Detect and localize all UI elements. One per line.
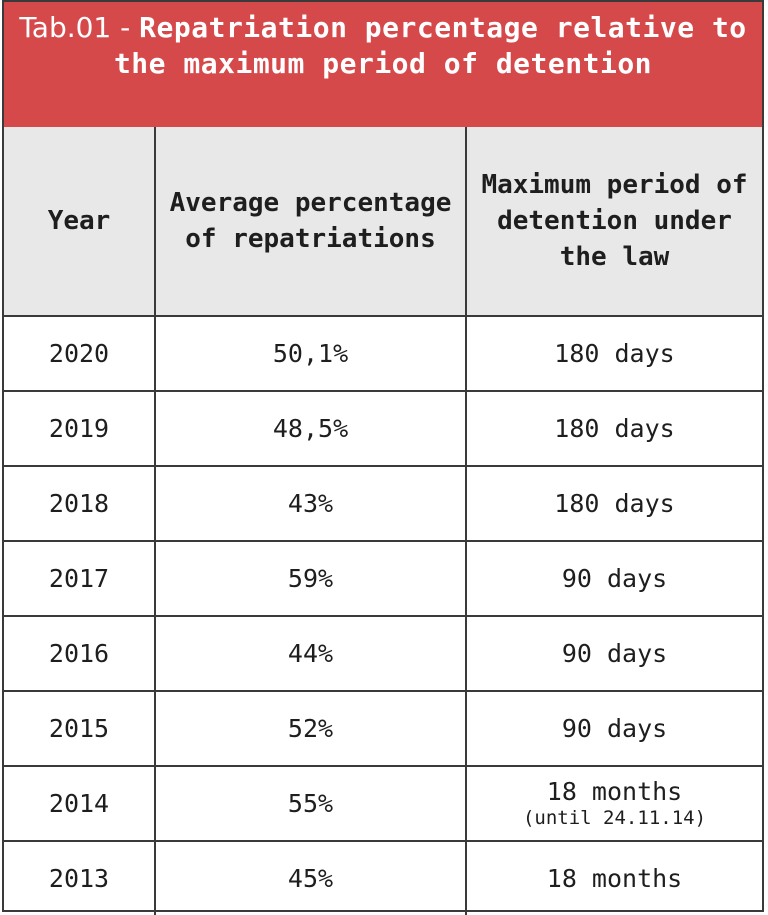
table-row: 2017 59% 90 days	[4, 540, 762, 617]
table-row: 2013 45% 18 months	[4, 840, 762, 915]
table-row: 2016 44% 90 days	[4, 615, 762, 692]
cell-year: 2015	[4, 690, 156, 767]
cell-percentage: 43%	[154, 465, 467, 542]
cell-max-period-value: 18 months	[546, 776, 683, 806]
cell-percentage: 59%	[154, 540, 467, 617]
cell-max-period: 180 days	[465, 390, 762, 467]
table-row: 2018 43% 180 days	[4, 465, 762, 542]
cell-percentage: 44%	[154, 615, 467, 692]
column-header-year: Year	[4, 127, 156, 317]
table-title-prefix: Tab.01 -	[19, 11, 140, 44]
cell-max-period-value: 90 days	[561, 638, 668, 668]
cell-year: 2020	[4, 315, 156, 392]
table-row: 2014 55% 18 months (until 24.11.14)	[4, 765, 762, 842]
cell-year: 2014	[4, 765, 156, 842]
cell-max-period: 18 months (until 24.11.14)	[465, 765, 762, 842]
cell-year: 2018	[4, 465, 156, 542]
table-row: 2015 52% 90 days	[4, 690, 762, 767]
cell-year: 2016	[4, 615, 156, 692]
table-title: Tab.01 - Repatriation percentage relativ…	[4, 2, 762, 129]
cell-max-period: 180 days	[465, 315, 762, 392]
cell-max-period: 18 months	[465, 840, 762, 915]
header-row: Year Average percentage of repatriations…	[4, 127, 762, 317]
cell-percentage: 50,1%	[154, 315, 467, 392]
column-header-max-period: Maximum period of detention under the la…	[465, 127, 762, 317]
cell-max-period-value: 90 days	[561, 713, 668, 743]
cell-max-period-note: (until 24.11.14)	[522, 806, 707, 829]
cell-percentage: 55%	[154, 765, 467, 842]
data-table: Year Average percentage of repatriations…	[4, 127, 762, 915]
cell-percentage: 45%	[154, 840, 467, 915]
cell-max-period: 90 days	[465, 540, 762, 617]
cell-max-period-value: 180 days	[554, 488, 675, 518]
cell-max-period-value: 90 days	[561, 563, 668, 593]
cell-percentage: 48,5%	[154, 390, 467, 467]
cell-max-period-value: 180 days	[554, 338, 675, 368]
cell-year: 2017	[4, 540, 156, 617]
cell-year: 2019	[4, 390, 156, 467]
cell-max-period: 90 days	[465, 615, 762, 692]
cell-max-period: 90 days	[465, 690, 762, 767]
cell-max-period-value: 180 days	[554, 413, 675, 443]
cell-year: 2013	[4, 840, 156, 915]
table-row: 2020 50,1% 180 days	[4, 315, 762, 392]
column-header-percentage: Average percentage of repatriations	[154, 127, 467, 317]
cell-max-period: 180 days	[465, 465, 762, 542]
cell-percentage: 52%	[154, 690, 467, 767]
table-row: 2019 48,5% 180 days	[4, 390, 762, 467]
table-title-main: Repatriation percentage relative to the …	[113, 11, 747, 80]
cell-max-period-value: 18 months	[546, 863, 683, 893]
